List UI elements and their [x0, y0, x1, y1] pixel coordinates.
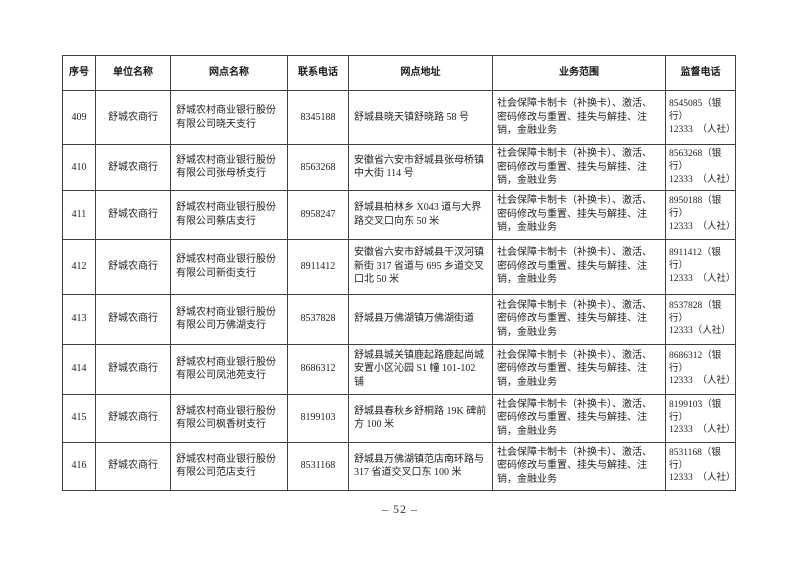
- cell-unit-name: 舒城农商行: [95, 90, 171, 145]
- cell-branch-name: 舒城农村商业银行股份有限公司万佛湖支行: [170, 293, 288, 345]
- cell-unit-name: 舒城农商行: [95, 393, 171, 443]
- table-row: 413 舒城农商行 舒城农村商业银行股份有限公司万佛湖支行 8537828 舒城…: [62, 293, 736, 345]
- cell-contact-phone: 8537828: [287, 293, 349, 345]
- cell-contact-phone: 8563268: [287, 144, 349, 191]
- cell-supervision-phone: 8531168（银行） 12333 （人社）: [665, 441, 736, 491]
- cell-supervision-phone: 8911412（银行） 12333 （人社）: [665, 238, 736, 295]
- cell-branch-name: 舒城农村商业银行股份有限公司张母桥支行: [170, 144, 288, 191]
- cell-supervision-phone: 8199103（银行） 12333 （人社）: [665, 393, 736, 443]
- table-row: 414 舒城农商行 舒城农村商业银行股份有限公司凤池苑支行 8686312 舒城…: [62, 343, 736, 395]
- cell-unit-name: 舒城农商行: [95, 189, 171, 240]
- cell-contact-phone: 8686312: [287, 343, 349, 395]
- cell-branch-address: 舒城县万佛湖镇万佛湖街道: [348, 293, 493, 345]
- cell-branch-name: 舒城农村商业银行股份有限公司范店支行: [170, 441, 288, 491]
- branch-directory-table: 序号 单位名称 网点名称 联系电话 网点地址 业务范围 监督电话 409 舒城农…: [62, 55, 736, 491]
- cell-seq: 412: [62, 238, 96, 295]
- cell-branch-address: 舒城县柏林乡 X043 道与大界路交叉口向东 50 米: [348, 189, 493, 240]
- cell-business-scope: 社会保障卡制卡（补换卡）、激活、密码修改与重置、挂失与解挂、注销，金融业务: [492, 189, 666, 240]
- cell-business-scope: 社会保障卡制卡（补换卡）、激活、密码修改与重置、挂失与解挂、注销，金融业务: [492, 238, 666, 295]
- cell-branch-name: 舒城农村商业银行股份有限公司枫香树支行: [170, 393, 288, 443]
- table-row: 410 舒城农商行 舒城农村商业银行股份有限公司张母桥支行 8563268 安徽…: [62, 144, 736, 191]
- cell-branch-address: 舒城县春秋乡舒桐路 19K 碑前方 100 米: [348, 393, 493, 443]
- cell-business-scope: 社会保障卡制卡（补换卡）、激活、密码修改与重置、挂失与解挂、注销，金融业务: [492, 343, 666, 395]
- table-row: 412 舒城农商行 舒城农村商业银行股份有限公司新街支行 8911412 安徽省…: [62, 238, 736, 295]
- cell-business-scope: 社会保障卡制卡（补换卡）、激活、密码修改与重置、挂失与解挂、注销，金融业务: [492, 441, 666, 491]
- cell-seq: 409: [62, 90, 96, 145]
- cell-contact-phone: 8958247: [287, 189, 349, 240]
- cell-supervision-phone: 8545085（银行） 12333 （人社）: [665, 90, 736, 145]
- cell-supervision-phone: 8950188（银行） 12333 （人社）: [665, 189, 736, 240]
- cell-unit-name: 舒城农商行: [95, 343, 171, 395]
- table-row: 416 舒城农商行 舒城农村商业银行股份有限公司范店支行 8531168 舒城县…: [62, 441, 736, 491]
- cell-seq: 410: [62, 144, 96, 191]
- col-header-phone: 联系电话: [287, 55, 349, 91]
- cell-branch-address: 安徽省六安市舒城县干汊河镇新街 317 省道与 695 乡道交叉口北 50 米: [348, 238, 493, 295]
- cell-unit-name: 舒城农商行: [95, 144, 171, 191]
- cell-supervision-phone: 8563268（银行） 12333 （人社）: [665, 144, 736, 191]
- col-header-supervision: 监督电话: [665, 55, 736, 91]
- table-row: 409 舒城农商行 舒城农村商业银行股份有限公司晓天支行 8345188 舒城县…: [62, 90, 736, 145]
- cell-business-scope: 社会保障卡制卡（补换卡）、激活、密码修改与重置、挂失与解挂、注销，金融业务: [492, 293, 666, 345]
- col-header-address: 网点地址: [348, 55, 493, 91]
- col-header-unit: 单位名称: [95, 55, 171, 91]
- cell-seq: 415: [62, 393, 96, 443]
- cell-seq: 416: [62, 441, 96, 491]
- col-header-scope: 业务范围: [492, 55, 666, 91]
- table-row: 415 舒城农商行 舒城农村商业银行股份有限公司枫香树支行 8199103 舒城…: [62, 393, 736, 443]
- col-header-seq: 序号: [62, 55, 96, 91]
- cell-business-scope: 社会保障卡制卡（补换卡）、激活、密码修改与重置、挂失与解挂、注销，金融业务: [492, 393, 666, 443]
- table-row: 411 舒城农商行 舒城农村商业银行股份有限公司蔡店支行 8958247 舒城县…: [62, 189, 736, 240]
- cell-branch-address: 舒城县城关镇鹿起路鹿起尚城安置小区沁园 S1 幢 101-102 铺: [348, 343, 493, 395]
- cell-seq: 414: [62, 343, 96, 395]
- cell-supervision-phone: 8537828（银行） 12333（人社）: [665, 293, 736, 345]
- cell-branch-name: 舒城农村商业银行股份有限公司新街支行: [170, 238, 288, 295]
- col-header-branch: 网点名称: [170, 55, 288, 91]
- cell-branch-address: 舒城县晓天镇舒晓路 58 号: [348, 90, 493, 145]
- cell-unit-name: 舒城农商行: [95, 441, 171, 491]
- cell-branch-name: 舒城农村商业银行股份有限公司晓天支行: [170, 90, 288, 145]
- cell-contact-phone: 8199103: [287, 393, 349, 443]
- cell-supervision-phone: 8686312（银行） 12333 （人社）: [665, 343, 736, 395]
- cell-branch-name: 舒城农村商业银行股份有限公司蔡店支行: [170, 189, 288, 240]
- cell-branch-address: 舒城县万佛湖镇范店南环路与 317 省道交叉口东 100 米: [348, 441, 493, 491]
- cell-business-scope: 社会保障卡制卡（补换卡）、激活、密码修改与重置、挂失与解挂、注销，金融业务: [492, 144, 666, 191]
- cell-unit-name: 舒城农商行: [95, 238, 171, 295]
- cell-branch-name: 舒城农村商业银行股份有限公司凤池苑支行: [170, 343, 288, 395]
- cell-branch-address: 安徽省六安市舒城县张母桥镇中大街 114 号: [348, 144, 493, 191]
- table-header-row: 序号 单位名称 网点名称 联系电话 网点地址 业务范围 监督电话: [62, 55, 736, 91]
- cell-business-scope: 社会保障卡制卡（补换卡）、激活、密码修改与重置、挂失与解挂、注销，金融业务: [492, 90, 666, 145]
- cell-unit-name: 舒城农商行: [95, 293, 171, 345]
- cell-contact-phone: 8911412: [287, 238, 349, 295]
- cell-seq: 411: [62, 189, 96, 240]
- page-number: – 52 –: [382, 502, 418, 516]
- cell-contact-phone: 8345188: [287, 90, 349, 145]
- cell-contact-phone: 8531168: [287, 441, 349, 491]
- cell-seq: 413: [62, 293, 96, 345]
